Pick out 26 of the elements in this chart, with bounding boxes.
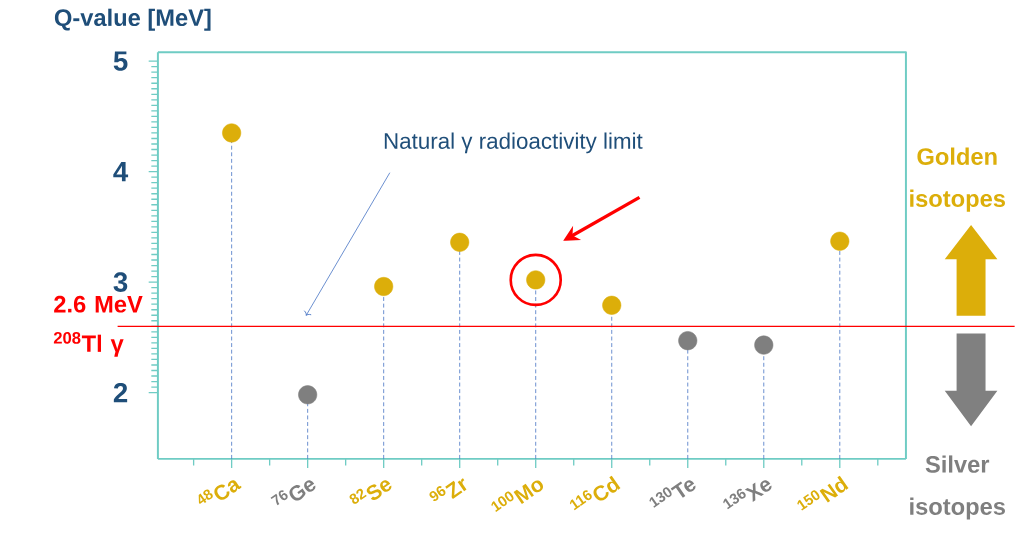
- x-tick-label: $^{76}$Ge: [270, 480, 316, 506]
- x-tick-label: $^{116}$Cd: [569, 475, 621, 511]
- point: [678, 331, 698, 351]
- x-tick-label: $^{96}$Zr: [429, 478, 467, 502]
- point: [374, 277, 394, 297]
- annotation: Natural γ radioactivity limit: [384, 132, 643, 154]
- text: Silver isotopes: [910, 455, 1005, 520]
- y-tick-label: 3: [113, 272, 128, 292]
- x-tick-label: $^{82}$Se: [349, 480, 392, 504]
- point: [602, 295, 622, 315]
- point: [830, 231, 850, 251]
- y-axis-title: Q-value [MeV]: [54, 8, 211, 31]
- y-tick-label: 5: [113, 51, 128, 71]
- x-tick-label: $^{136}$Xe: [723, 480, 772, 510]
- x-tick-label: $^{150}$Nd: [797, 475, 849, 511]
- y-tick-label: 2: [113, 383, 128, 403]
- x-tick-label: $^{48}$Ca: [198, 480, 242, 505]
- point: [450, 232, 470, 252]
- point: [754, 335, 774, 355]
- point: [222, 123, 242, 143]
- ref-line-label: 2.6 MeV $^{208}$Tl γ: [53, 295, 143, 357]
- x-tick-label: $^{100}$Mo: [491, 480, 544, 513]
- text: Golden isotopes: [910, 147, 1005, 212]
- y-tick-label: 4: [113, 162, 129, 182]
- point: [298, 385, 318, 405]
- x-tick-label: $^{130}$Te: [649, 480, 696, 508]
